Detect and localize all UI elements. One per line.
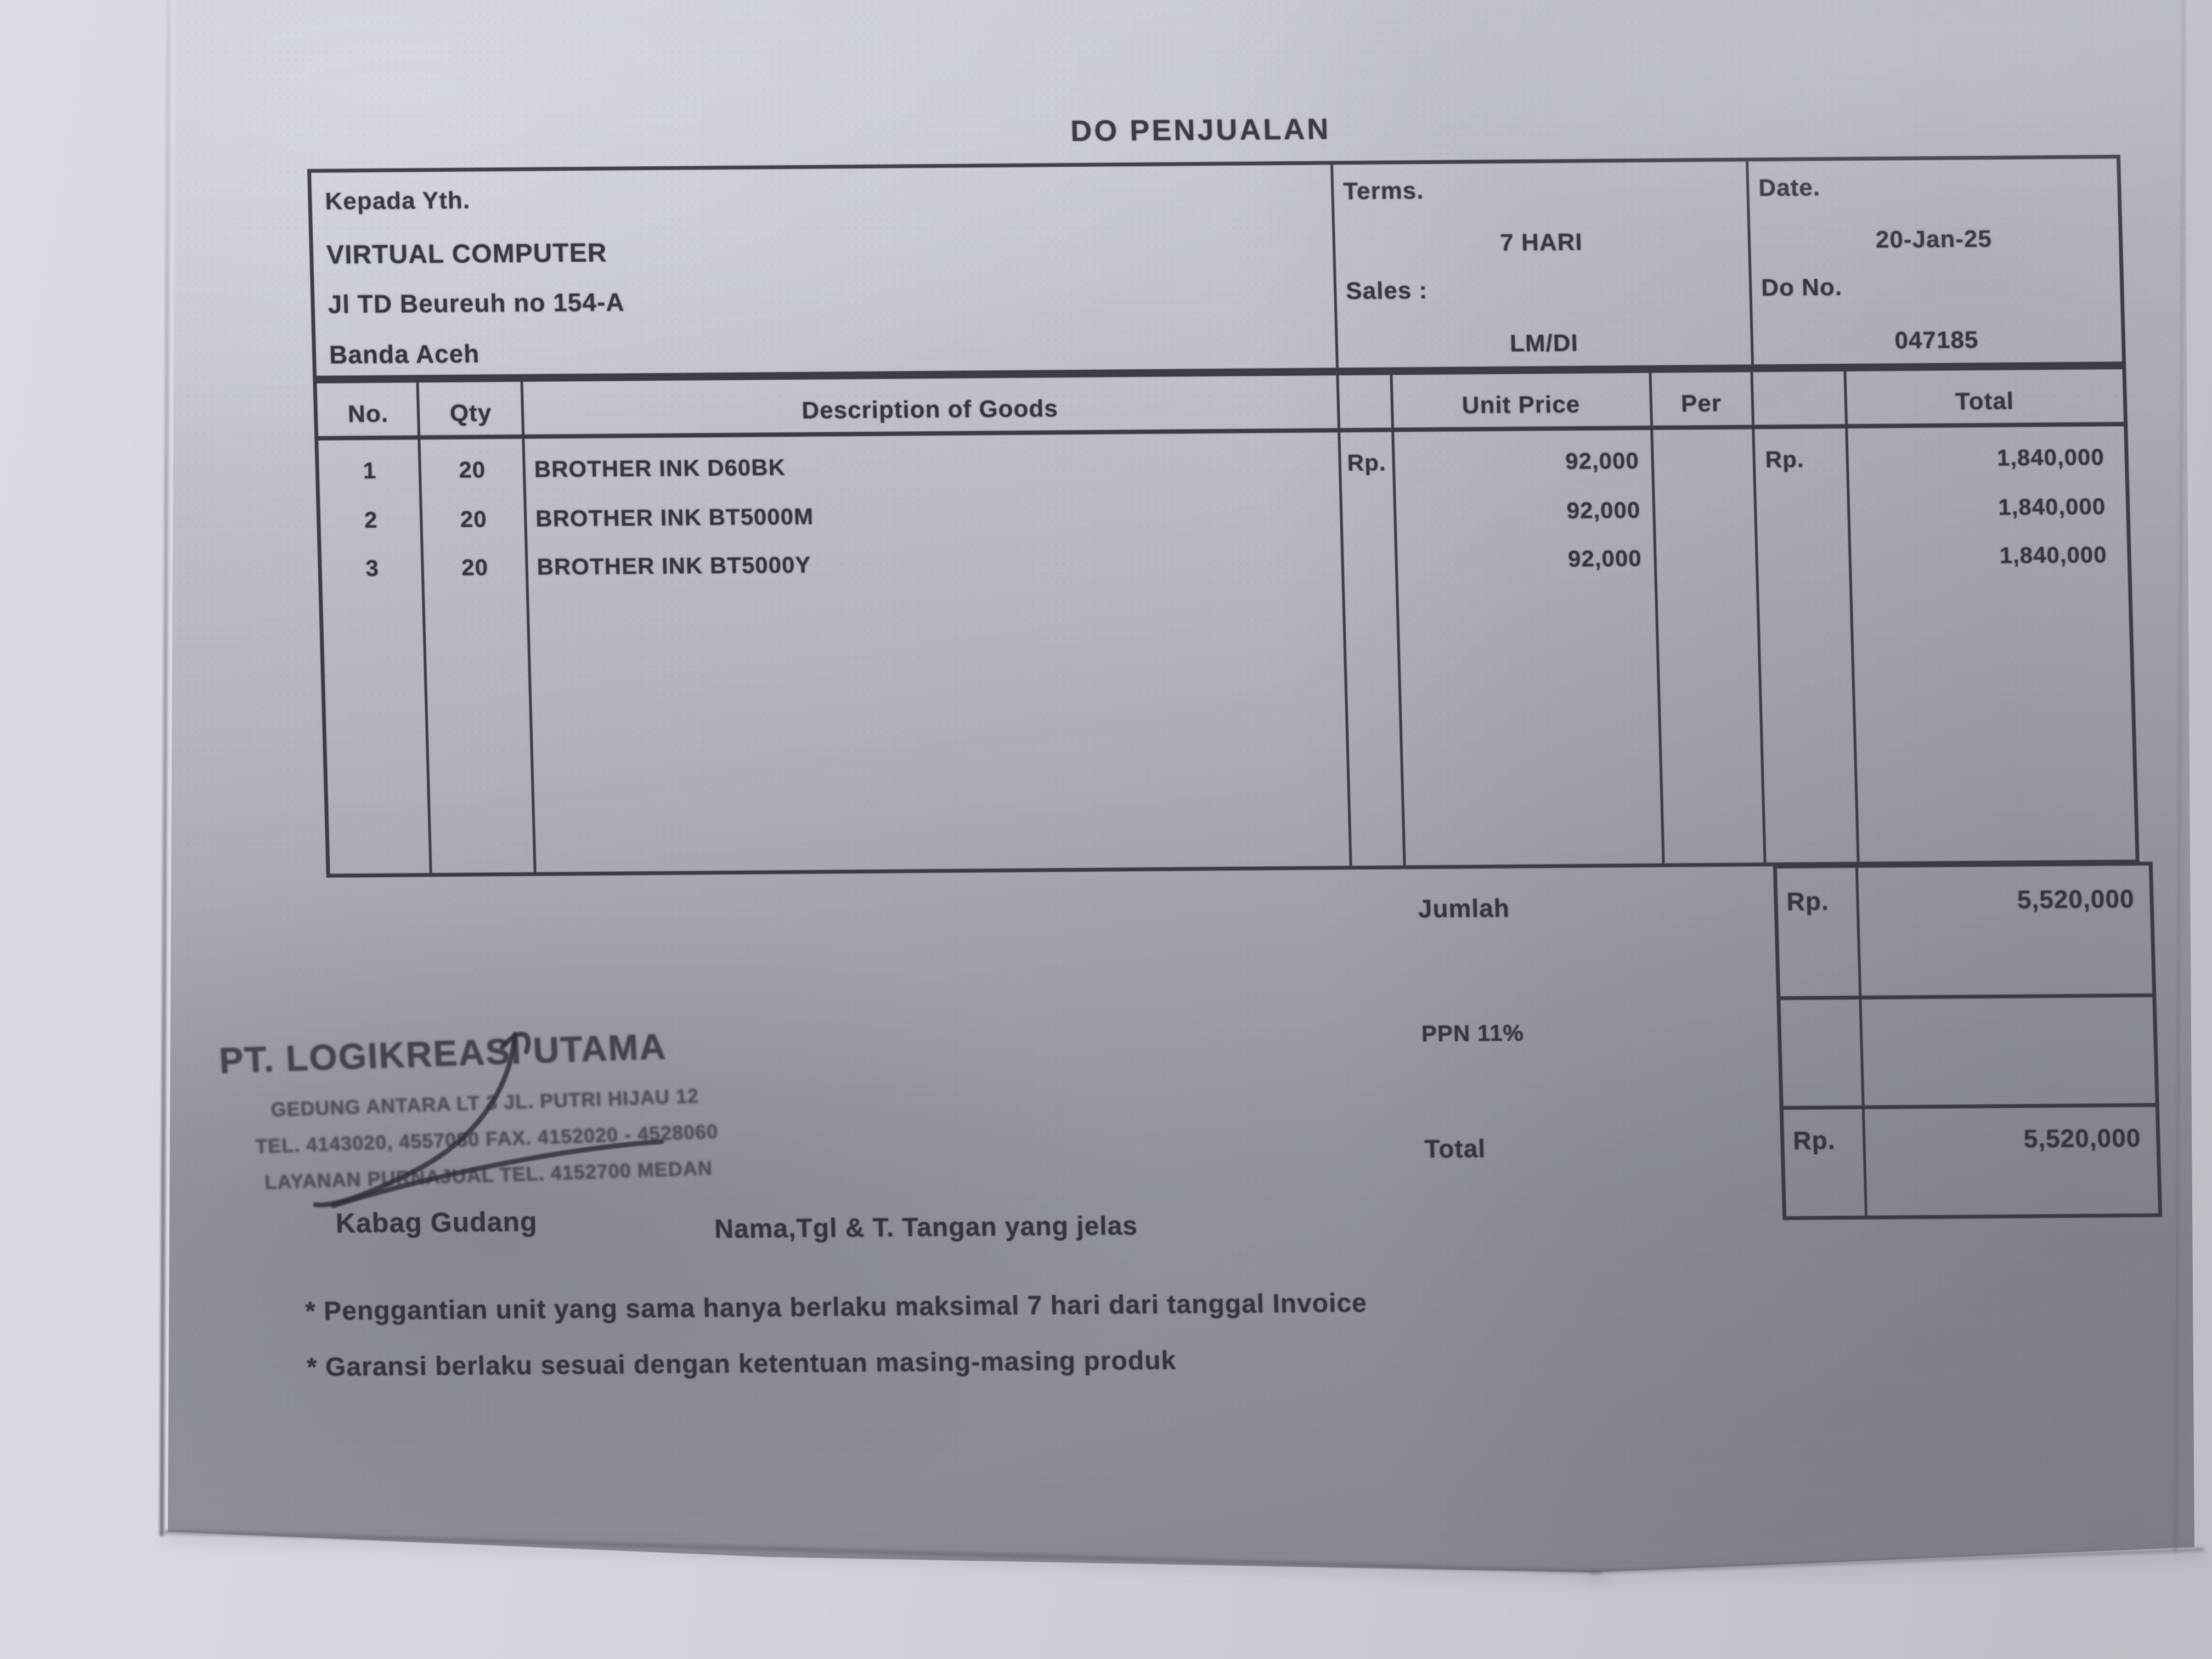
sales-label: Sales : (1345, 276, 1428, 305)
date-value: 20-Jan-25 (1875, 225, 1993, 253)
total-currency: Rp. (1792, 1126, 1836, 1155)
terms-value: 7 HARI (1499, 228, 1583, 256)
item-row-unit-price: 92,000 (1566, 496, 1641, 523)
signoff-left: Kabag Gudang (335, 1206, 538, 1239)
column-divider (416, 382, 432, 873)
total-amount: 5,520,000 (2023, 1123, 2142, 1153)
stamp-phone-line: TEL. 4143020, 4557080 FAX. 4152020 - 452… (255, 1120, 719, 1158)
column-divider (1843, 371, 1860, 862)
column-divider (520, 381, 537, 872)
kepada-label: Kepada Yth. (324, 187, 471, 215)
do-no-label: Do No. (1760, 274, 1843, 302)
summary-currency-divider (1855, 867, 1868, 1216)
item-row-no: 2 (364, 507, 379, 533)
customer-address: Jl TD Beureuh no 154-A (327, 287, 625, 319)
stamp-service-line: LAYANAN PURNAJUAL TEL. 4152700 MEDAN (264, 1156, 713, 1194)
item-row-qty: 20 (461, 554, 489, 580)
company-stamp: PT. LOGIKREASI UTAMA GEDUNG ANTARA LT 3 … (218, 1023, 753, 1195)
items-table: No. Qty Description of Goods Unit Price … (313, 365, 2140, 878)
item-row-total: 1,840,000 (1996, 444, 2105, 471)
item-row-total-currency: Rp. (1765, 446, 1805, 473)
column-header-no: No. (347, 400, 389, 428)
column-divider (1649, 373, 1665, 864)
jumlah-amount: 5,520,000 (2017, 884, 2135, 914)
item-row-currency: Rp. (1347, 449, 1387, 476)
jumlah-currency: Rp. (1786, 887, 1830, 916)
item-row-unit-price: 92,000 (1565, 447, 1640, 475)
column-header-unit-price: Unit Price (1462, 391, 1581, 419)
item-row-total: 1,840,000 (1997, 493, 2106, 520)
sales-value: LM/DI (1509, 329, 1579, 357)
total-label: Total (1424, 1134, 1486, 1164)
note-line-2: * Garansi berlaku sesuai dengan ketentua… (306, 1346, 1177, 1383)
stamp-address-line: GEDUNG ANTARA LT 3 JL. PUTRI HIJAU 12 (270, 1084, 699, 1121)
item-row-unit-price: 92,000 (1567, 545, 1643, 572)
customer-city: Banda Aceh (329, 339, 480, 369)
item-row-qty: 20 (460, 506, 488, 532)
column-header-total: Total (1955, 387, 2015, 415)
item-row-qty: 20 (458, 456, 486, 483)
item-row-no: 1 (363, 458, 377, 484)
summary-divider (1780, 993, 2153, 1000)
stamp-company-name: PT. LOGIKREASI UTAMA (218, 1025, 668, 1081)
paper-left-edge (159, 0, 171, 1536)
summary-divider (1783, 1103, 2155, 1110)
column-header-qty: Qty (449, 399, 492, 427)
do-no-value: 047185 (1894, 326, 1979, 354)
column-header-description: Description of Goods (801, 395, 1059, 424)
jumlah-label: Jumlah (1418, 893, 1510, 923)
item-row-no: 3 (365, 555, 380, 582)
terms-label: Terms. (1342, 177, 1425, 205)
column-divider (1390, 375, 1406, 866)
signoff-right: Nama,Tgl & T. Tangan yang jelas (714, 1211, 1138, 1244)
date-label: Date. (1758, 174, 1821, 202)
page-title: DO PENJUALAN (1070, 112, 1331, 148)
summary-box: Rp. 5,520,000 Rp. 5,520,000 (1773, 861, 2163, 1220)
ppn-label: PPN 11% (1421, 1019, 1525, 1047)
note-line-1: * Penggantian unit yang sama hanya berla… (304, 1288, 1368, 1327)
column-divider (1750, 372, 1767, 863)
column-divider (1336, 375, 1352, 866)
header-box: Kepada Yth. VIRTUAL COMPUTER Jl TD Beure… (307, 155, 2126, 380)
item-row-total: 1,840,000 (1999, 541, 2108, 568)
column-header-per: Per (1680, 390, 1722, 417)
item-row-description: BROTHER INK BT5000M (535, 503, 814, 532)
customer-name: VIRTUAL COMPUTER (326, 238, 608, 270)
item-row-description: BROTHER INK BT5000Y (537, 551, 812, 580)
item-row-description: BROTHER INK D60BK (534, 454, 786, 482)
